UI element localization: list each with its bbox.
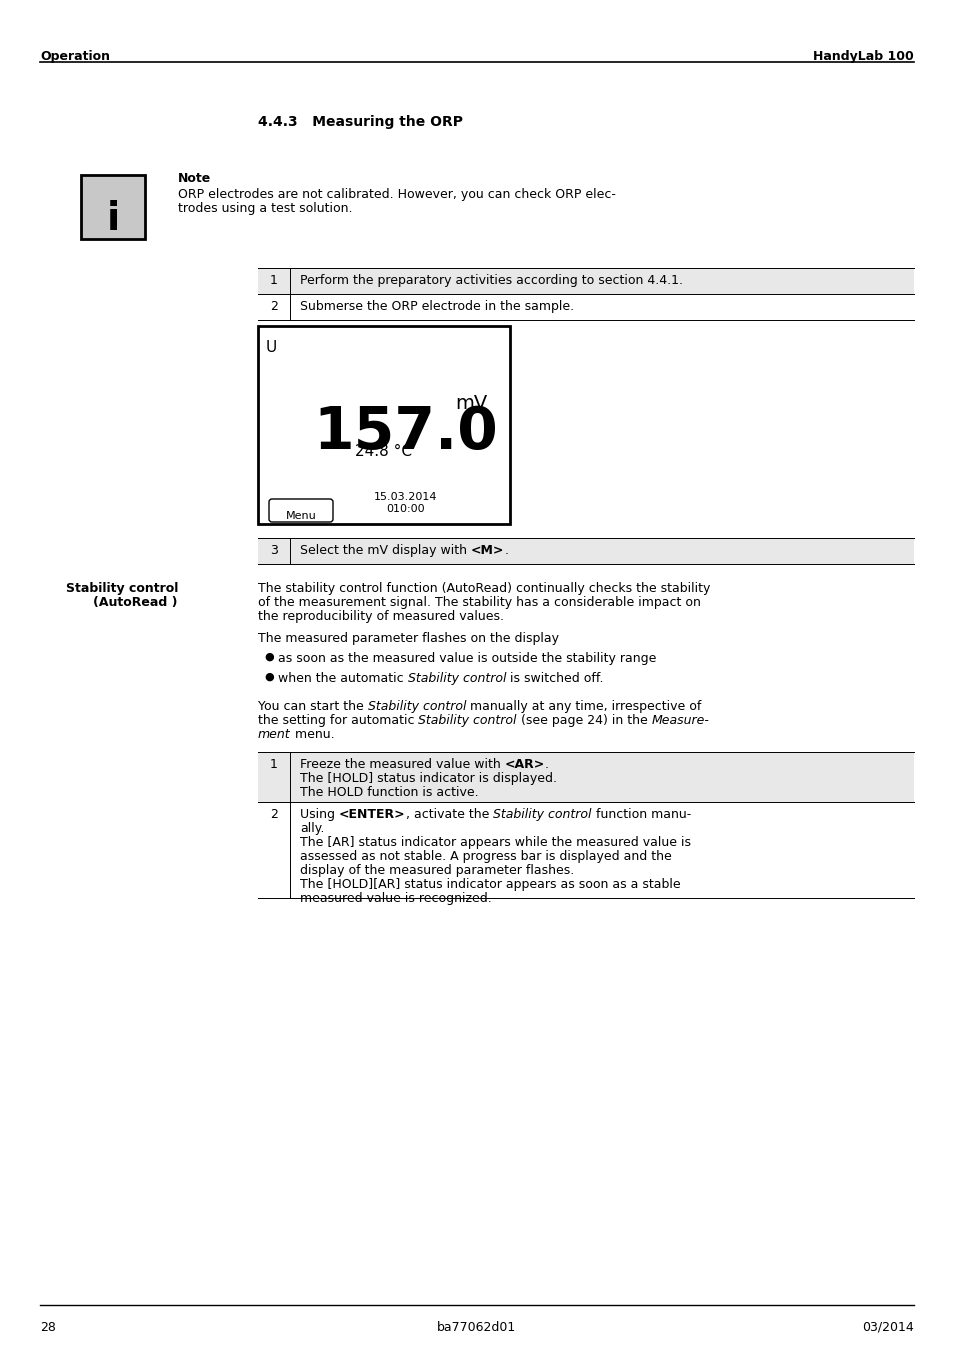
Text: , activate the: , activate the: [405, 809, 493, 821]
Bar: [257, 539, 913, 564]
Text: i: i: [107, 200, 119, 238]
Text: Freeze the measured value with: Freeze the measured value with: [299, 757, 504, 771]
Bar: [257, 325, 510, 524]
Text: when the automatic: when the automatic: [277, 672, 407, 684]
Text: <AR>: <AR>: [504, 757, 544, 771]
Text: the reproducibility of measured values.: the reproducibility of measured values.: [257, 610, 503, 622]
Text: The stability control function (AutoRead) continually checks the stability: The stability control function (AutoRead…: [257, 582, 710, 595]
Text: 24.8 °C: 24.8 °C: [355, 444, 412, 459]
Text: assessed as not stable. A progress bar is displayed and the: assessed as not stable. A progress bar i…: [299, 850, 671, 863]
Text: Stability control: Stability control: [418, 714, 517, 728]
Text: ●: ●: [264, 652, 274, 662]
Text: ORP electrodes are not calibrated. However, you can check ORP elec-: ORP electrodes are not calibrated. Howev…: [178, 188, 616, 201]
Text: ●: ●: [264, 672, 274, 682]
Text: 3: 3: [270, 544, 277, 558]
Text: .: .: [544, 757, 548, 771]
Text: ba77062d01: ba77062d01: [436, 1322, 517, 1334]
Text: as soon as the measured value is outside the stability range: as soon as the measured value is outside…: [277, 652, 656, 666]
Text: The [HOLD] status indicator is displayed.: The [HOLD] status indicator is displayed…: [299, 772, 557, 784]
Text: menu.: menu.: [291, 728, 334, 741]
Text: the setting for automatic: the setting for automatic: [257, 714, 418, 728]
Text: <ENTER>: <ENTER>: [338, 809, 405, 821]
Text: manually at any time, irrespective of: manually at any time, irrespective of: [466, 701, 700, 713]
Text: Stability control: Stability control: [493, 809, 591, 821]
Text: is switched off.: is switched off.: [506, 672, 603, 684]
Text: 1: 1: [270, 757, 277, 771]
Text: Operation: Operation: [40, 50, 110, 63]
Text: 157.0: 157.0: [313, 404, 497, 460]
Text: 2: 2: [270, 809, 277, 821]
Text: .: .: [504, 544, 508, 558]
Text: You can start the: You can start the: [257, 701, 367, 713]
Text: (AutoRead ): (AutoRead ): [93, 595, 178, 609]
Text: ally.: ally.: [299, 822, 324, 836]
Text: The [AR] status indicator appears while the measured value is: The [AR] status indicator appears while …: [299, 836, 690, 849]
FancyBboxPatch shape: [269, 500, 333, 522]
Text: trodes using a test solution.: trodes using a test solution.: [178, 202, 352, 215]
Text: 2: 2: [270, 300, 277, 313]
Text: ment: ment: [257, 728, 291, 741]
Text: Note: Note: [178, 171, 211, 185]
Text: U: U: [266, 340, 277, 355]
Text: <M>: <M>: [471, 544, 504, 558]
Text: Stability control: Stability control: [66, 582, 178, 595]
Text: (see page 24) in the: (see page 24) in the: [517, 714, 651, 728]
Bar: [257, 269, 913, 294]
Text: The [HOLD][AR] status indicator appears as soon as a stable: The [HOLD][AR] status indicator appears …: [299, 878, 679, 891]
Text: Stability control: Stability control: [367, 701, 466, 713]
Text: 03/2014: 03/2014: [862, 1322, 913, 1334]
Text: Submerse the ORP electrode in the sample.: Submerse the ORP electrode in the sample…: [299, 300, 574, 313]
Text: measured value is recognized.: measured value is recognized.: [299, 892, 491, 904]
Text: 4.4.3   Measuring the ORP: 4.4.3 Measuring the ORP: [257, 115, 462, 130]
Text: Using: Using: [299, 809, 338, 821]
Text: display of the measured parameter flashes.: display of the measured parameter flashe…: [299, 864, 574, 878]
Bar: [257, 802, 913, 898]
Text: The HOLD function is active.: The HOLD function is active.: [299, 786, 478, 799]
Text: 1: 1: [270, 274, 277, 288]
Text: Measure-: Measure-: [651, 714, 709, 728]
Text: The measured parameter flashes on the display: The measured parameter flashes on the di…: [257, 632, 558, 645]
Text: Perform the preparatory activities according to section 4.4.1.: Perform the preparatory activities accor…: [299, 274, 682, 288]
Text: Select the mV display with: Select the mV display with: [299, 544, 471, 558]
Text: of the measurement signal. The stability has a considerable impact on: of the measurement signal. The stability…: [257, 595, 700, 609]
Text: Menu: Menu: [285, 512, 316, 521]
Text: Stability control: Stability control: [407, 672, 506, 684]
Text: mV: mV: [455, 394, 487, 413]
FancyBboxPatch shape: [81, 176, 145, 239]
Text: 15.03.2014: 15.03.2014: [374, 491, 437, 502]
Text: 28: 28: [40, 1322, 56, 1334]
Text: function manu-: function manu-: [591, 809, 690, 821]
Text: HandyLab 100: HandyLab 100: [812, 50, 913, 63]
Bar: [257, 752, 913, 802]
Text: 010:00: 010:00: [386, 504, 425, 514]
